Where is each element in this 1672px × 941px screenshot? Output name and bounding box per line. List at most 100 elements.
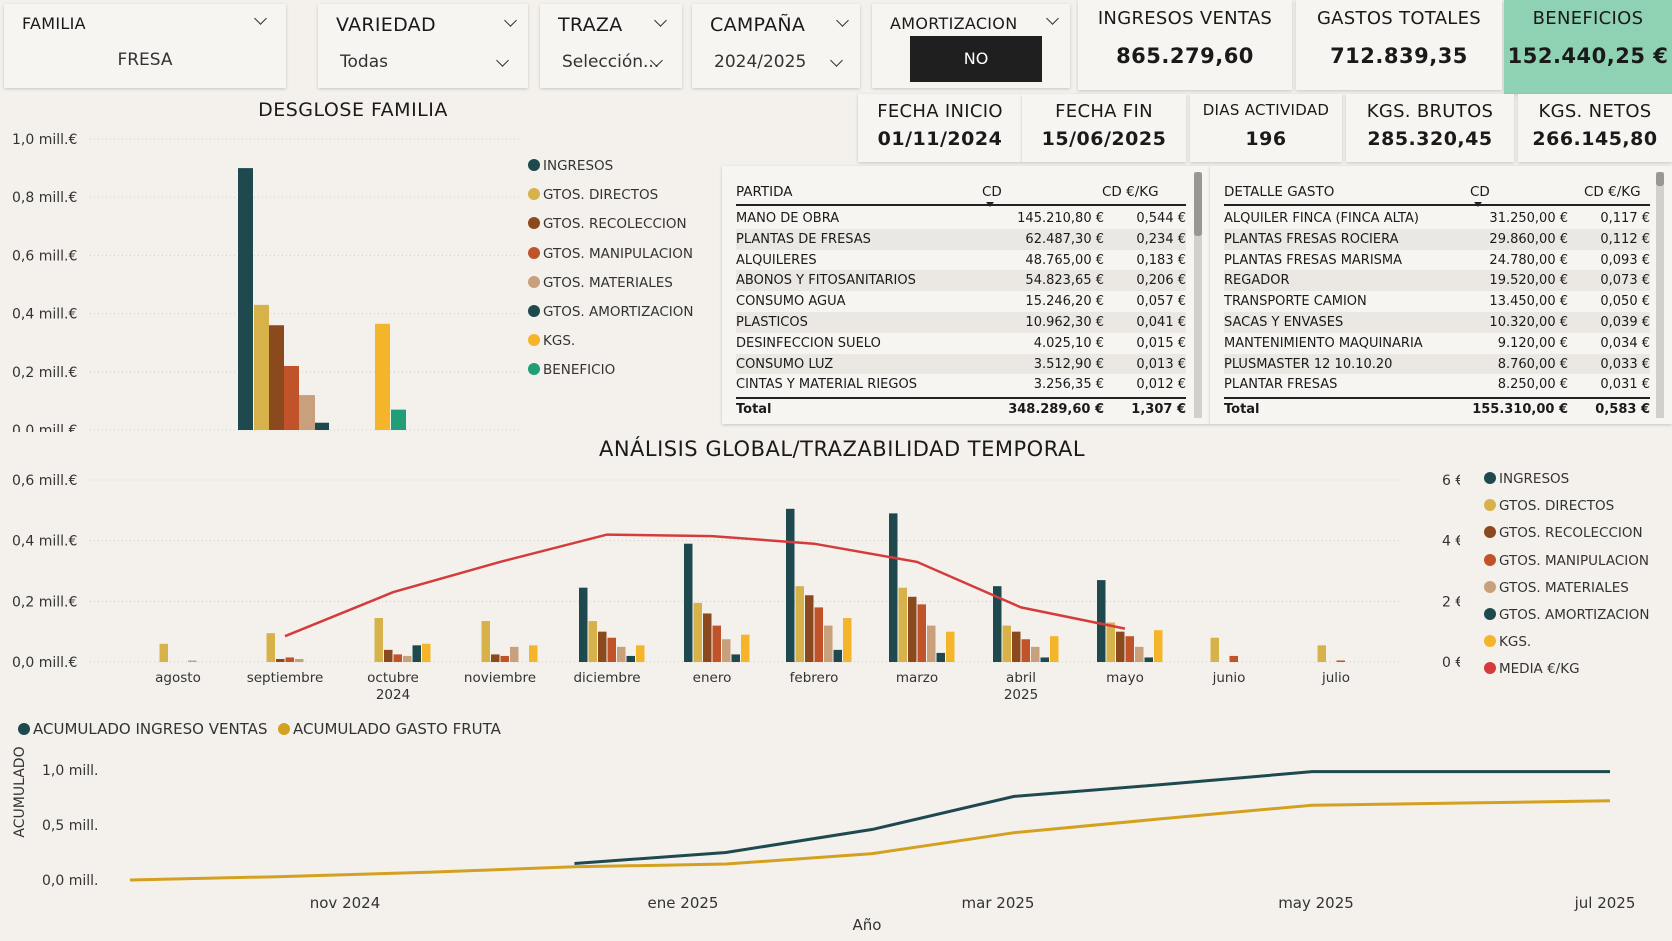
table-detalle-gasto[interactable]: DETALLE GASTO CD CD €/KG ALQUILER FINCA … (1210, 166, 1672, 424)
bar[interactable] (814, 607, 824, 662)
bar[interactable] (741, 634, 750, 662)
bar[interactable] (1040, 657, 1050, 662)
bar[interactable] (254, 304, 269, 430)
line-media-kg[interactable] (284, 533, 1126, 638)
legend-item[interactable]: GTOS. AMORTIZACION (1484, 607, 1650, 623)
slicer-traza-value[interactable]: Selección... (562, 52, 660, 72)
table-partida[interactable]: PARTIDA CD CD €/KG MANO DE OBRA 145.210,8… (722, 166, 1210, 424)
slicer-campana-value[interactable]: 2024/2025 (714, 52, 807, 72)
legend-item[interactable]: GTOS. DIRECTOS (1484, 498, 1614, 514)
chevron-down-icon[interactable] (836, 14, 849, 27)
legend-item[interactable]: GTOS. MANIPULACION (528, 246, 693, 262)
legend-item[interactable]: GTOS. RECOLECCION (1484, 525, 1643, 541)
bar[interactable] (1135, 646, 1144, 662)
bar[interactable] (598, 631, 607, 662)
bar[interactable] (285, 657, 295, 662)
table-row[interactable]: PLANTAS DE FRESAS 62.487,30 € 0,234 € (736, 228, 1186, 250)
bar[interactable] (795, 586, 805, 662)
scrollbar-thumb[interactable] (1194, 172, 1202, 236)
table-row[interactable]: DESINFECCION SUELO 4.025,10 € 0,015 € (736, 333, 1186, 354)
bar[interactable] (188, 660, 197, 662)
chevron-down-icon[interactable] (1046, 12, 1059, 25)
bar[interactable] (1050, 636, 1059, 662)
column-header-partida[interactable]: PARTIDA (736, 184, 793, 200)
bar[interactable] (500, 655, 510, 662)
bar[interactable] (898, 587, 908, 662)
column-header-cd[interactable]: CD (982, 184, 1002, 200)
legend-item[interactable]: GTOS. MANIPULACION (1484, 553, 1649, 569)
column-header-cd[interactable]: CD (1470, 184, 1490, 200)
bar[interactable] (833, 649, 843, 662)
slicer-familia-value[interactable]: FRESA (117, 50, 173, 70)
bar[interactable] (824, 625, 833, 662)
table-row[interactable]: ALQUILERES 48.765,00 € 0,183 € (736, 250, 1186, 271)
bar[interactable] (1002, 625, 1012, 662)
slicer-familia[interactable]: FAMILIA FRESA (4, 4, 286, 88)
sort-desc-icon[interactable] (1474, 202, 1482, 207)
column-header-detalle[interactable]: DETALLE GASTO (1224, 184, 1335, 200)
bar[interactable] (927, 625, 936, 662)
bar[interactable] (1116, 631, 1125, 662)
bar[interactable] (284, 365, 299, 430)
legend-item[interactable]: GTOS. RECOLECCION (528, 216, 687, 232)
table-row[interactable]: PLANTAS FRESAS MARISMA 24.780,00 € 0,093 € (1224, 250, 1650, 271)
legend-item[interactable]: ACUMULADO INGRESO VENTAS (18, 720, 267, 738)
bar[interactable] (393, 654, 403, 662)
bar[interactable] (1154, 630, 1163, 662)
bar[interactable] (315, 422, 329, 430)
bar[interactable] (299, 395, 315, 430)
bar[interactable] (238, 168, 253, 430)
chevron-down-icon[interactable] (254, 12, 267, 25)
bar[interactable] (403, 655, 412, 662)
bar[interactable] (529, 645, 538, 662)
table-row[interactable]: CONSUMO AGUA 15.246,20 € 0,057 € (736, 291, 1186, 312)
bar[interactable] (1097, 580, 1106, 662)
bar[interactable] (266, 633, 276, 662)
bar[interactable] (1125, 636, 1135, 662)
bar[interactable] (374, 618, 384, 662)
table-row[interactable]: PLANTAR FRESAS 8.250,00 € 0,031 € (1224, 374, 1650, 395)
slicer-amortizacion[interactable]: AMORTIZACION NO (872, 4, 1070, 88)
bar[interactable] (993, 586, 1002, 662)
bar[interactable] (588, 621, 598, 662)
bar[interactable] (269, 325, 284, 430)
bar[interactable] (636, 645, 645, 662)
bar[interactable] (1336, 660, 1346, 662)
bar[interactable] (491, 654, 500, 662)
line-acumulado-gasto[interactable] (129, 799, 1611, 882)
chart-acumulado[interactable]: ACUMULADO 0,0 mill. 0,5 mill. 1,0 mill. nov … (0, 742, 1672, 941)
bar[interactable] (843, 618, 852, 662)
bar[interactable] (384, 649, 393, 662)
table-row[interactable]: PLANTAS FRESAS ROCIERA 29.860,00 € 0,112 € (1224, 228, 1650, 250)
table-row[interactable]: ALQUILER FINCA (FINCA ALTA) 31.250,00 € 0,… (1224, 208, 1650, 229)
bar[interactable] (626, 655, 636, 662)
table-row[interactable]: CONSUMO LUZ 3.512,90 € 0,013 € (736, 353, 1186, 375)
bar[interactable] (1031, 646, 1040, 662)
table-row[interactable]: SACAS Y ENVASES 10.320,00 € 0,039 € (1224, 312, 1650, 333)
table-row[interactable]: MANO DE OBRA 145.210,80 € 0,544 € (736, 208, 1186, 229)
table-row[interactable]: ABONOS Y FITOSANITARIOS 54.823,65 € 0,206 … (736, 270, 1186, 292)
legend-item[interactable]: INGRESOS (528, 158, 613, 174)
bar[interactable] (159, 643, 169, 662)
scrollbar-thumb[interactable] (1656, 172, 1664, 186)
bar[interactable] (607, 637, 617, 662)
legend-item[interactable]: KGS. (528, 333, 575, 349)
chevron-down-icon[interactable] (654, 14, 667, 27)
bar[interactable] (1144, 657, 1154, 662)
legend-item[interactable]: MEDIA €/KG (1484, 661, 1580, 677)
bar[interactable] (375, 323, 390, 430)
bar[interactable] (1021, 639, 1031, 662)
column-header-cd-kg[interactable]: CD €/KG (1102, 184, 1159, 200)
chart-analisis-global[interactable]: ANÁLISIS GLOBAL/TRAZABILIDAD TEMPORAL 0,0… (0, 432, 1460, 712)
chevron-down-icon[interactable] (496, 54, 509, 67)
table-row[interactable]: CINTAS Y MATERIAL RIEGOS 3.256,35 € 0,012 … (736, 374, 1186, 395)
bar[interactable] (786, 508, 795, 662)
chevron-down-icon[interactable] (504, 14, 517, 27)
bar[interactable] (1210, 637, 1220, 662)
chevron-down-icon[interactable] (830, 54, 843, 67)
bar[interactable] (684, 543, 693, 662)
bar[interactable] (1012, 631, 1021, 662)
bar[interactable] (579, 587, 588, 662)
legend-item[interactable]: KGS. (1484, 634, 1531, 650)
bar[interactable] (412, 645, 422, 662)
